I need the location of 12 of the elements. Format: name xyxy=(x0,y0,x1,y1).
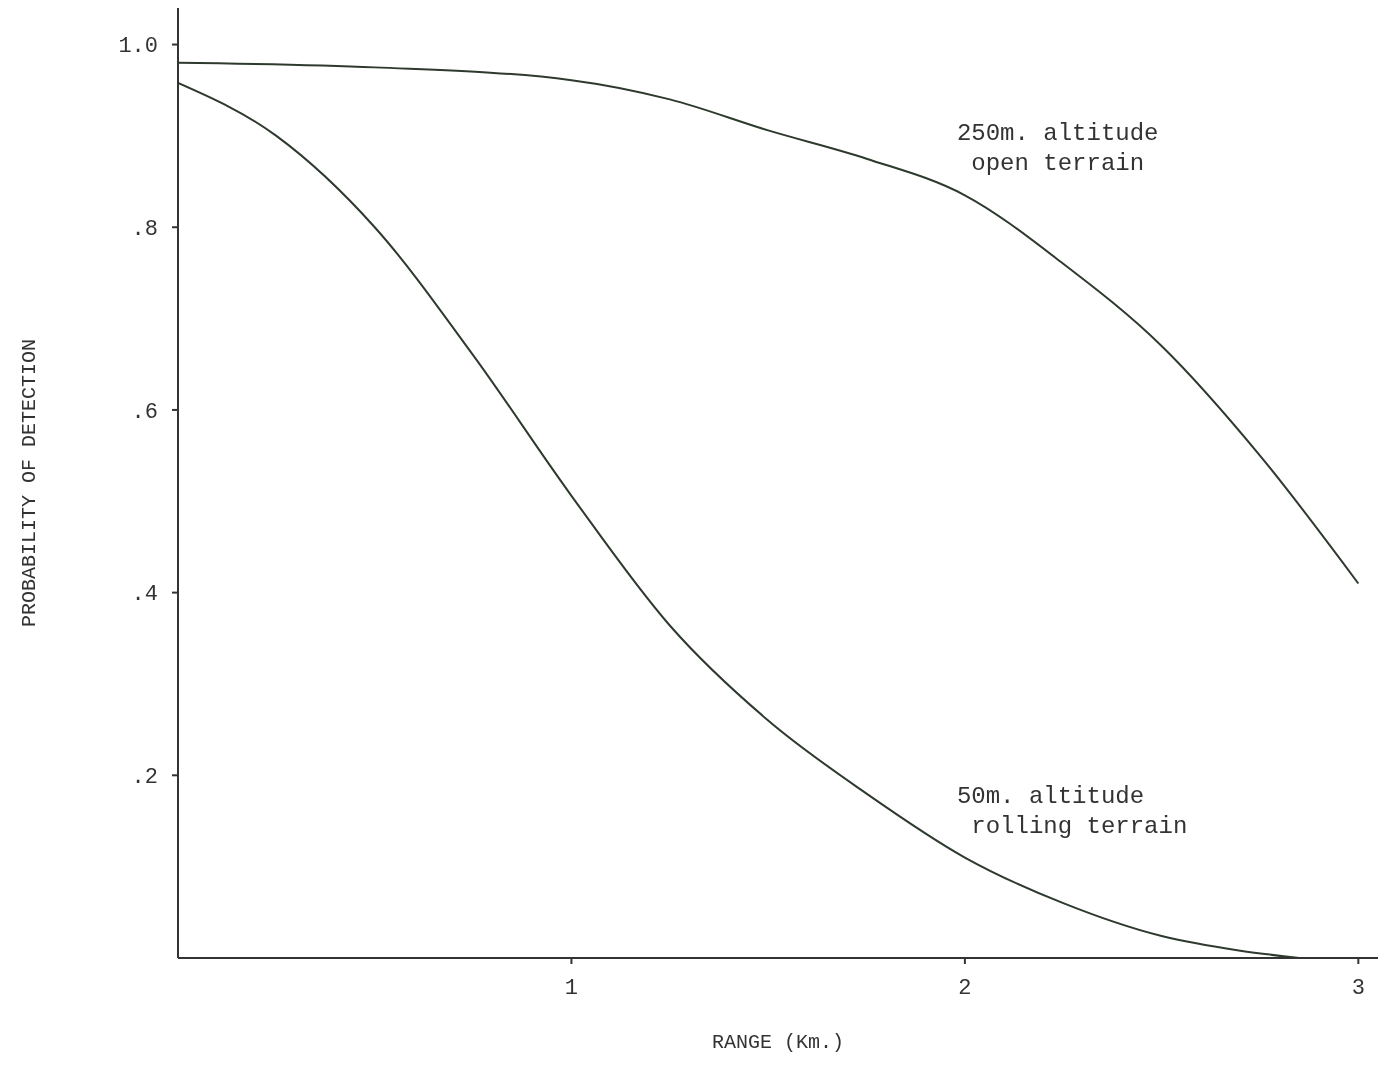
x-tick-label: 1 xyxy=(564,975,579,1001)
y-axis-title: PROBABILITY OF DETECTION xyxy=(18,338,42,628)
y-tick-label: .6 xyxy=(131,399,158,425)
x-tick-label: 2 xyxy=(958,975,972,1001)
y-tick-label: .4 xyxy=(131,582,158,608)
y-tick-label: 1.0 xyxy=(118,34,158,60)
series-label: 50m. altitude rolling terrain xyxy=(956,782,1188,840)
x-tick-label: 3 xyxy=(1351,975,1365,1001)
y-tick-label: .2 xyxy=(131,765,158,791)
y-tick-label: .8 xyxy=(131,217,158,243)
series-label: 250m. altitude open terrain xyxy=(956,120,1159,178)
x-axis-title: RANGE (Km.) xyxy=(711,1031,845,1054)
